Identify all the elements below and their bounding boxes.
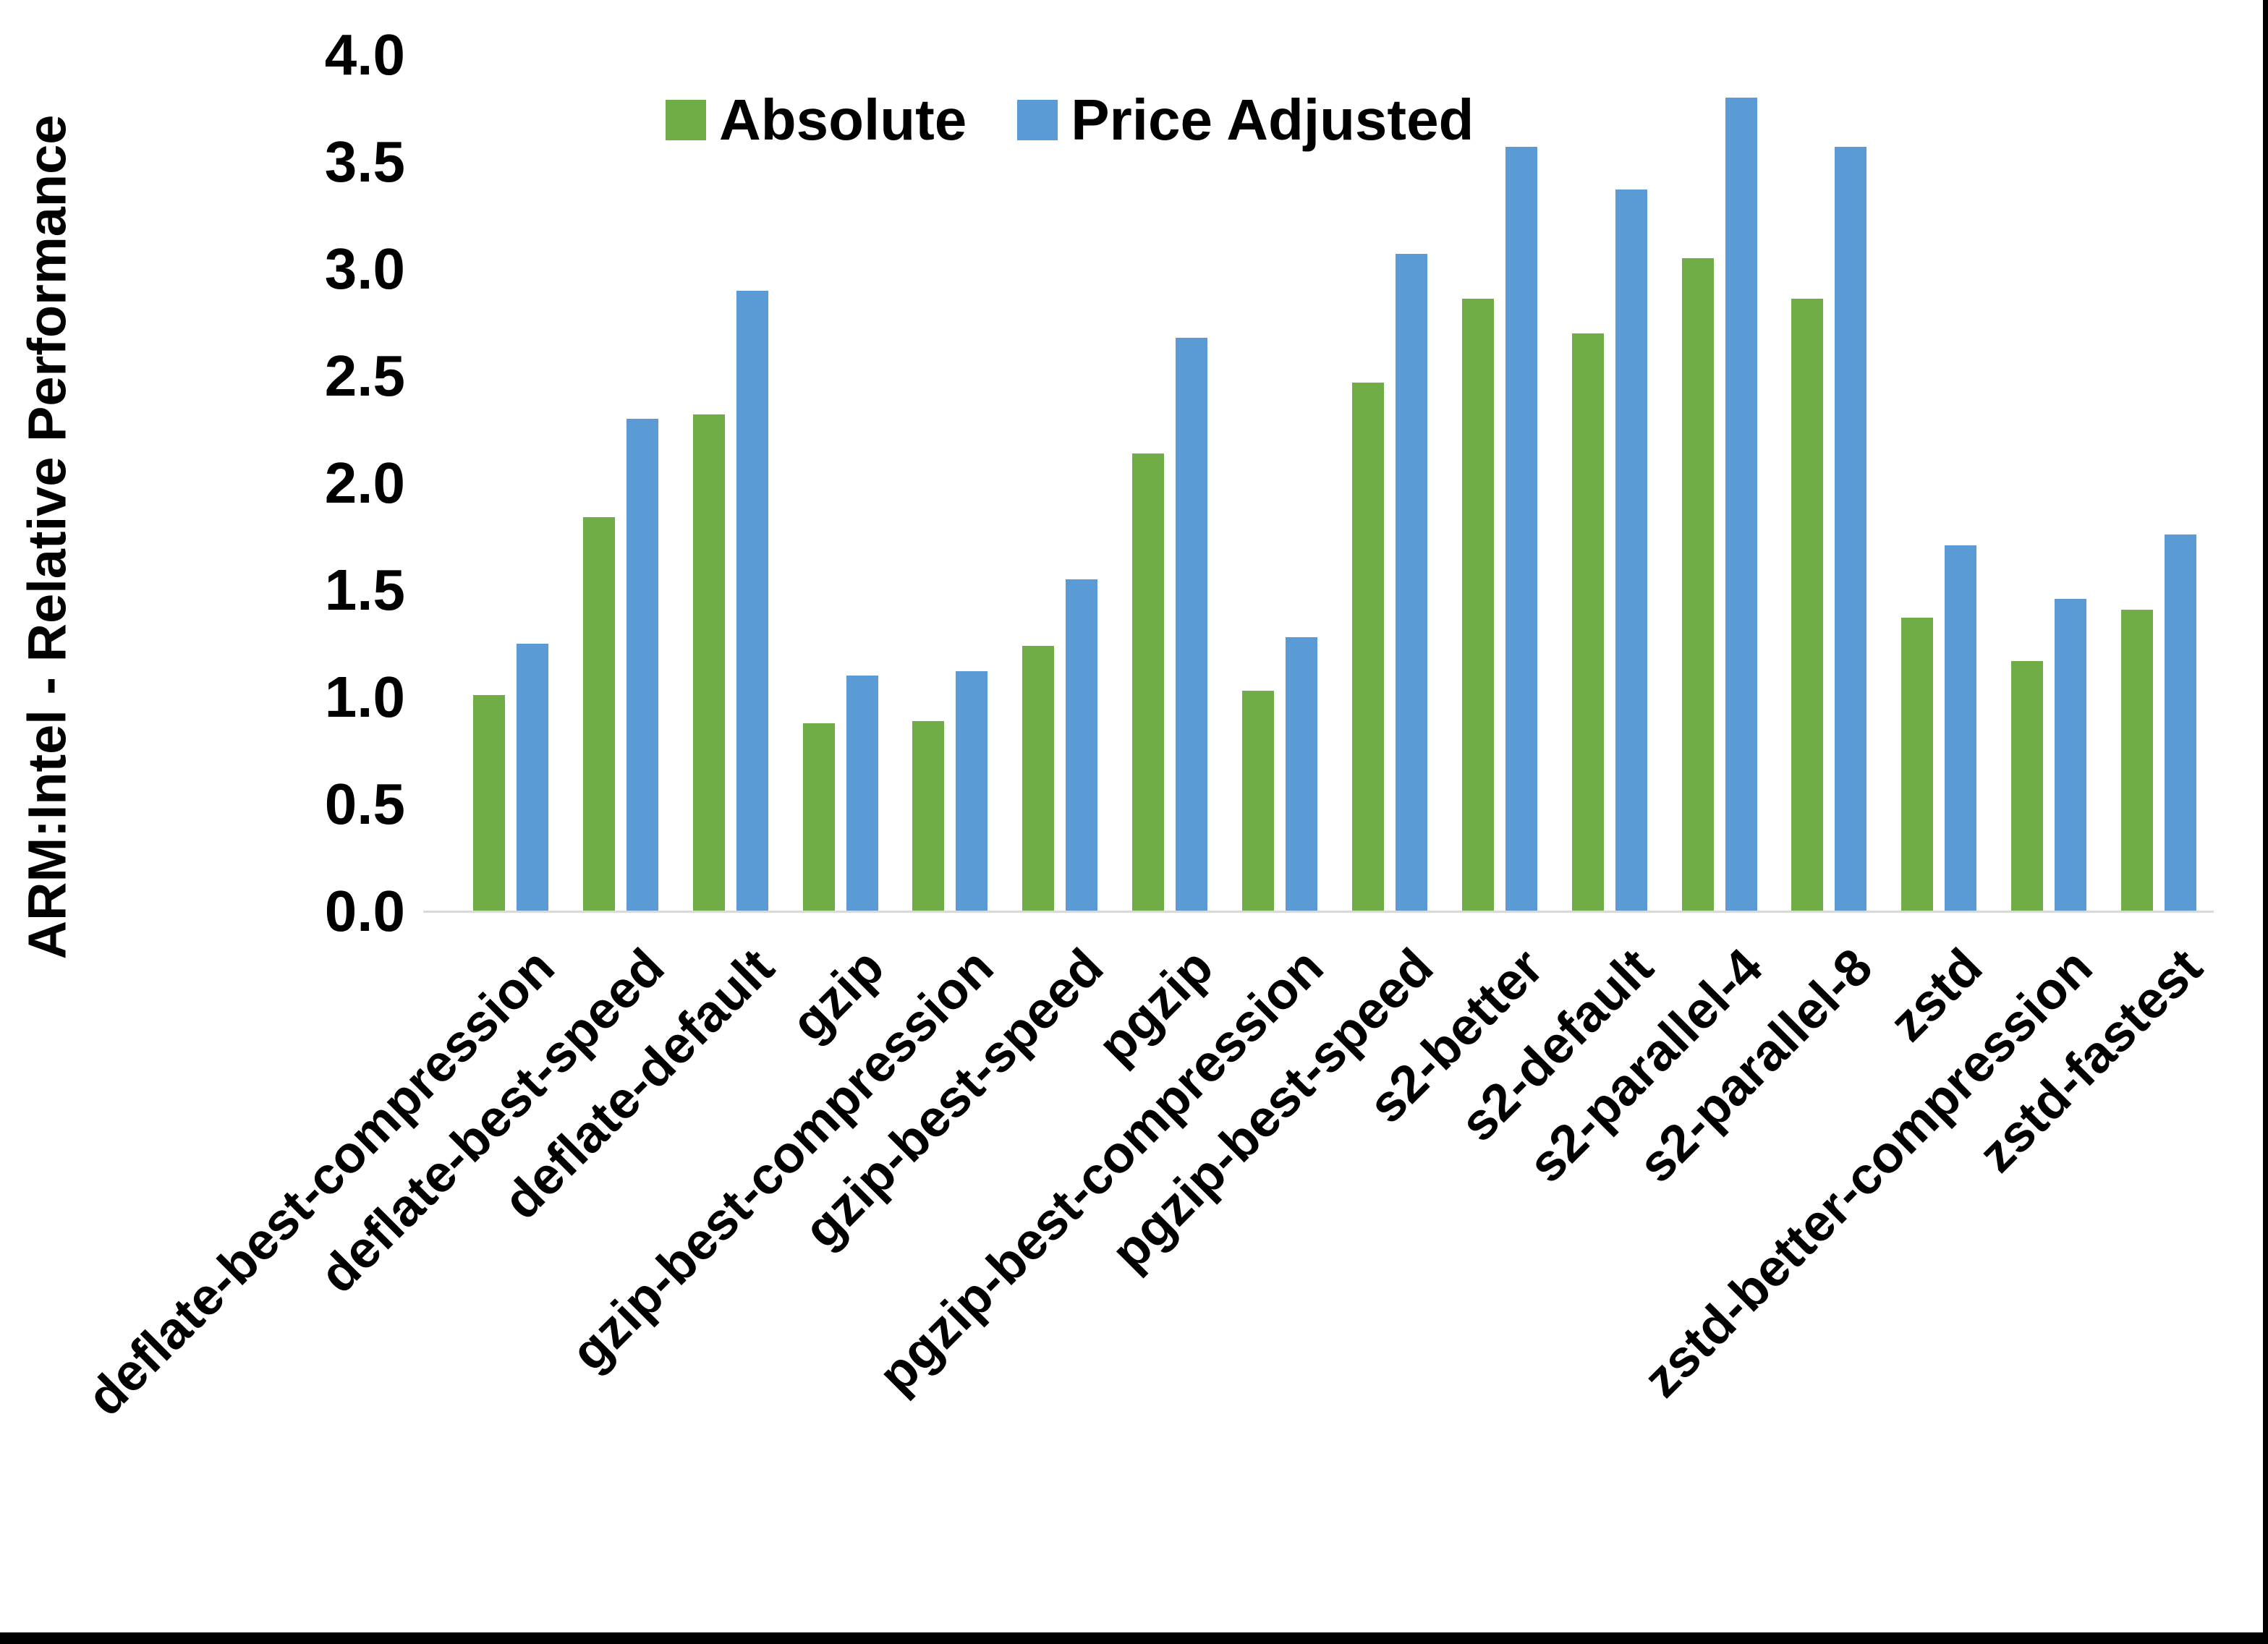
bar-price-adjusted: [1176, 337, 1208, 911]
y-axis-title: ARM:Intel - Relative Performance: [17, 114, 77, 960]
bar-absolute: [912, 720, 945, 911]
y-tick-label: 3.0: [324, 237, 405, 301]
bar-absolute: [582, 517, 615, 911]
x-axis-line: [423, 911, 2214, 913]
bar-absolute: [2121, 609, 2154, 911]
bar-absolute: [1571, 333, 1604, 911]
y-tick-label: 1.5: [324, 558, 405, 622]
bar-price-adjusted: [1066, 579, 1098, 911]
bar-absolute: [1351, 382, 1384, 911]
bottom-border: [0, 1632, 2268, 1644]
bar-price-adjusted: [736, 290, 768, 911]
bar-price-adjusted: [1725, 98, 1757, 911]
bar-price-adjusted: [1945, 545, 1977, 911]
bar-price-adjusted: [626, 419, 658, 911]
bar-absolute: [2011, 660, 2044, 911]
bar-absolute: [1681, 258, 1714, 911]
legend: Absolute Price Adjusted: [666, 87, 1474, 153]
bar-price-adjusted: [956, 671, 988, 911]
right-border: [2263, 0, 2268, 1644]
legend-item-price-adjusted: Price Adjusted: [1017, 87, 1474, 153]
bar-absolute: [1132, 453, 1165, 911]
bar-price-adjusted: [1505, 147, 1537, 911]
bar-absolute: [692, 414, 725, 911]
legend-swatch-absolute-icon: [666, 100, 706, 140]
legend-item-absolute: Absolute: [666, 87, 967, 153]
bar-absolute: [1461, 299, 1494, 911]
bar-price-adjusted: [1395, 254, 1427, 911]
y-tick-label: 1.0: [324, 665, 405, 729]
legend-label-price-adjusted: Price Adjusted: [1071, 88, 1474, 152]
legend-swatch-price-adjusted-icon: [1017, 100, 1058, 140]
y-tick-label: 2.5: [324, 344, 405, 408]
bar-absolute: [472, 695, 505, 911]
bar-price-adjusted: [1615, 189, 1647, 911]
bar-price-adjusted: [1835, 147, 1867, 911]
bar-absolute: [1242, 691, 1275, 911]
bar-price-adjusted: [1286, 637, 1318, 911]
bar-absolute: [1022, 645, 1055, 911]
y-tick-label: 0.0: [324, 879, 405, 943]
bar-absolute: [802, 723, 835, 911]
bar-price-adjusted: [516, 644, 548, 911]
legend-label-absolute: Absolute: [719, 88, 967, 152]
y-tick-label: 0.5: [324, 772, 405, 836]
bar-price-adjusted: [2055, 598, 2087, 911]
bar-price-adjusted: [2165, 534, 2197, 911]
bar-absolute: [1791, 299, 1824, 911]
y-tick-label: 3.5: [324, 129, 405, 194]
x-axis-label: deflate-best-compression: [76, 937, 566, 1427]
y-tick-label: 4.0: [324, 22, 405, 87]
y-tick-label: 2.0: [324, 451, 405, 515]
bar-absolute: [1901, 618, 1934, 911]
bar-price-adjusted: [846, 676, 878, 911]
